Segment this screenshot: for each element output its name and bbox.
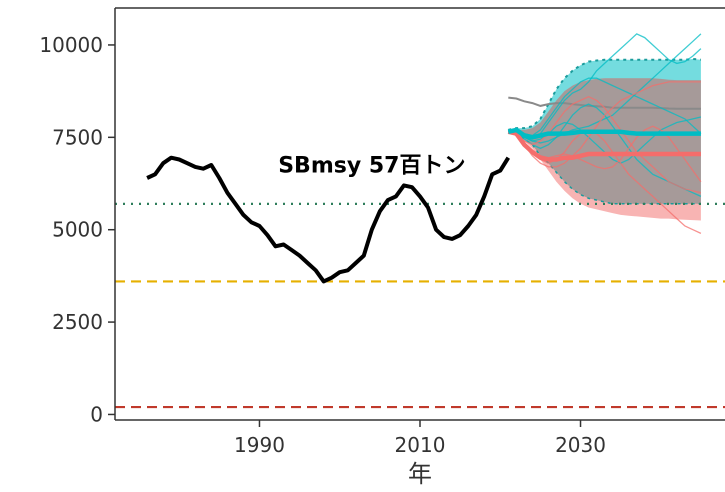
trace-1-2 (508, 81, 701, 168)
trace-1-1 (508, 95, 702, 194)
reference-lines (115, 202, 725, 409)
history-line (146, 155, 510, 284)
x-tick-label-2010: 2010 (395, 433, 446, 457)
main-lines (146, 127, 701, 284)
y-tick-label-10000: 10000 (39, 33, 103, 57)
red-median-line (507, 129, 701, 162)
trace-0-3 (508, 77, 702, 137)
x-tick-label-2030: 2030 (555, 433, 606, 457)
y-tick-label-0: 0 (90, 402, 103, 426)
sbmsy-annotation: SBmsy 57百トン (278, 153, 465, 178)
trace-0-4 (508, 33, 702, 144)
y-tick-label-7500: 7500 (52, 125, 103, 149)
y-tick-label-5000: 5000 (52, 218, 103, 242)
overlap-median (508, 96, 701, 110)
x-axis-title: 年 (408, 460, 432, 488)
x-tick-label-1990: 1990 (234, 433, 285, 457)
axes: 0 2500 5000 7500 10000 1990 2010 2030 (39, 7, 725, 457)
cyan-upper-bound (508, 57, 701, 131)
y-tick-label-2500: 2500 (52, 310, 103, 334)
cyan-median-line (507, 127, 701, 140)
